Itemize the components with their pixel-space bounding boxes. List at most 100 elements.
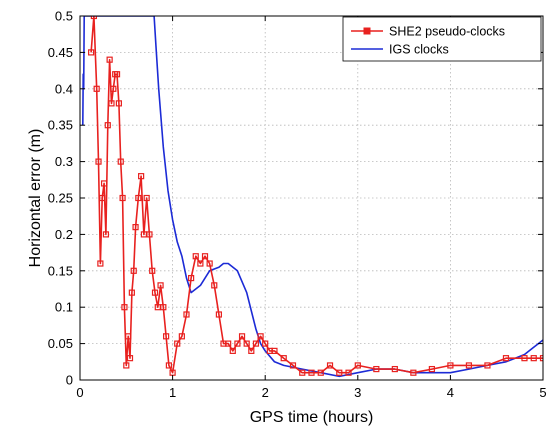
data-point-she2 xyxy=(117,158,124,165)
data-point-she2 xyxy=(88,49,95,56)
data-point-she2 xyxy=(113,71,121,78)
y-tick-label: 0 xyxy=(66,373,73,388)
data-point-she2 xyxy=(100,180,108,187)
y-tick-label: 0.2 xyxy=(55,227,73,242)
data-point-she2 xyxy=(97,260,104,267)
data-point-she2 xyxy=(108,100,115,107)
data-point-she2 xyxy=(530,355,537,362)
data-point-she2 xyxy=(126,355,134,362)
data-point-she2 xyxy=(539,355,543,362)
data-point-she2 xyxy=(192,253,199,260)
data-point-she2 xyxy=(138,173,145,180)
data-point-she2 xyxy=(326,362,334,369)
data-point-she2 xyxy=(428,365,435,373)
x-tick-label: 2 xyxy=(262,385,269,400)
data-point-she2 xyxy=(252,340,260,347)
legend-label-she2: SHE2 pseudo-clocks xyxy=(389,25,505,39)
y-tick-label: 0.4 xyxy=(55,81,73,96)
data-point-she2 xyxy=(521,355,528,362)
data-point-she2 xyxy=(289,362,297,369)
y-tick-label: 0.35 xyxy=(48,118,73,133)
data-point-she2 xyxy=(317,369,324,376)
x-tick-label: 5 xyxy=(539,385,546,400)
data-point-she2 xyxy=(336,369,343,376)
data-point-she2 xyxy=(447,362,454,369)
data-point-she2 xyxy=(121,304,128,311)
data-point-she2 xyxy=(299,369,306,376)
data-point-she2 xyxy=(243,340,250,347)
y-axis-title: Horizontal error (m) xyxy=(27,129,44,268)
data-point-she2 xyxy=(234,340,241,347)
data-point-she2 xyxy=(90,16,97,20)
data-point-she2 xyxy=(502,355,510,362)
y-tick-label: 0.1 xyxy=(55,300,73,315)
y-tick-label: 0.45 xyxy=(48,45,73,60)
series-line-she2 xyxy=(90,16,543,374)
data-point-she2 xyxy=(123,362,130,369)
data-point-she2 xyxy=(104,122,111,129)
data-point-she2 xyxy=(206,260,213,267)
data-point-she2 xyxy=(106,56,113,63)
x-axis-title: GPS time (hours) xyxy=(250,409,374,426)
data-point-she2 xyxy=(211,282,218,289)
data-point-she2 xyxy=(248,347,255,354)
data-point-she2 xyxy=(280,355,287,362)
data-point-she2 xyxy=(95,158,102,165)
data-point-she2 xyxy=(238,333,246,340)
data-point-she2 xyxy=(257,333,264,340)
data-point-she2 xyxy=(149,267,156,274)
series-group xyxy=(82,16,543,378)
data-point-she2 xyxy=(215,311,222,318)
data-point-she2 xyxy=(119,194,126,202)
data-point-she2 xyxy=(125,333,132,340)
data-point-she2 xyxy=(308,369,315,376)
data-point-she2 xyxy=(373,365,380,373)
y-tick-label: 0.15 xyxy=(48,263,73,278)
data-point-she2 xyxy=(128,289,135,296)
data-point-she2 xyxy=(99,194,106,202)
data-point-she2 xyxy=(115,100,122,107)
legend-box xyxy=(342,16,542,62)
data-point-she2 xyxy=(183,311,190,318)
data-point-she2 xyxy=(130,267,137,274)
data-point-she2 xyxy=(135,194,142,202)
data-point-she2 xyxy=(262,340,269,347)
data-point-she2 xyxy=(143,194,150,202)
data-point-she2 xyxy=(229,347,236,354)
data-point-she2 xyxy=(146,231,153,238)
x-tick-label: 3 xyxy=(354,385,361,400)
y-tick-label: 0.05 xyxy=(48,336,73,351)
x-tick-label: 0 xyxy=(76,385,83,400)
data-point-she2 xyxy=(178,333,185,340)
y-tick-label: 0.5 xyxy=(55,9,73,24)
data-point-she2 xyxy=(132,224,139,231)
data-point-she2 xyxy=(271,347,278,354)
plot-area xyxy=(82,16,543,378)
data-point-she2 xyxy=(157,282,164,289)
data-point-she2 xyxy=(225,340,232,347)
data-point-she2 xyxy=(93,85,100,92)
x-tick-label: 1 xyxy=(169,385,176,400)
x-tick-label: 4 xyxy=(447,385,454,400)
data-point-she2 xyxy=(201,253,209,260)
data-point-she2 xyxy=(391,365,398,373)
data-point-she2 xyxy=(151,289,159,296)
data-point-she2 xyxy=(160,304,167,311)
ticks: 0 1 2 3 4 5 0 0.05 0.1 0.15 0.2 0.25 0.3 0.35 0.4 0.45 0… xyxy=(48,9,547,401)
y-tick-label: 0.25 xyxy=(48,191,73,206)
data-point-she2 xyxy=(188,274,195,282)
data-point-she2 xyxy=(110,85,117,92)
legend: SHE2 pseudo-clocks IGS clocks xyxy=(342,16,542,62)
data-point-she2 xyxy=(354,362,361,369)
data-point-she2 xyxy=(465,362,473,369)
data-point-she2 xyxy=(174,340,181,347)
legend-marker-she2 xyxy=(363,27,371,35)
y-tick-label: 0.3 xyxy=(55,154,73,169)
data-point-she2 xyxy=(484,362,491,369)
legend-label-igs: IGS clocks xyxy=(389,43,449,57)
data-point-she2 xyxy=(102,231,110,238)
data-point-she2 xyxy=(345,369,352,376)
data-point-she2 xyxy=(410,369,417,376)
data-point-she2 xyxy=(197,260,204,267)
